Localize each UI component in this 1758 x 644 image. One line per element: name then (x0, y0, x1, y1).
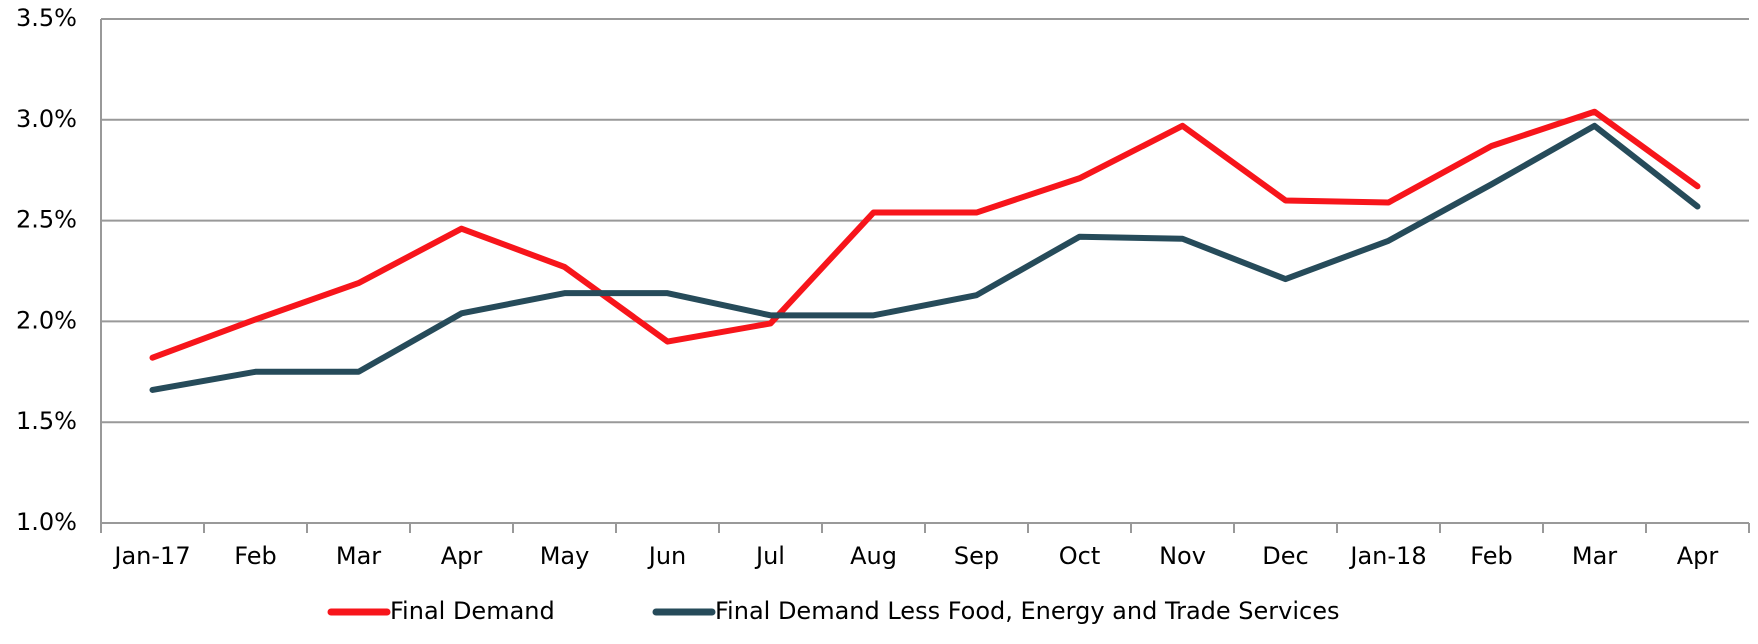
x-tick-label: Sep (954, 542, 999, 570)
x-tick-label: Apr (441, 542, 483, 570)
x-tick-label: Feb (1470, 542, 1513, 570)
x-tick-label: Nov (1159, 542, 1206, 570)
x-tick-label: Feb (234, 542, 277, 570)
x-tick-label: Jun (647, 542, 687, 570)
y-tick-label: 3.0% (16, 105, 77, 133)
x-tick-label: Jan-17 (112, 542, 190, 570)
y-tick-label: 2.5% (16, 206, 77, 234)
x-tick-label: Apr (1677, 542, 1719, 570)
y-tick-label: 1.5% (16, 407, 77, 435)
x-tick-label: May (540, 542, 590, 570)
y-tick-label: 3.5% (16, 4, 77, 32)
y-tick-label: 2.0% (16, 306, 77, 334)
x-tick-label: Dec (1262, 542, 1308, 570)
x-tick-label: Jul (754, 542, 785, 570)
y-tick-label: 1.0% (16, 508, 77, 536)
x-tick-label: Mar (336, 542, 381, 570)
legend-label: Final Demand Less Food, Energy and Trade… (715, 597, 1339, 625)
series-line (149, 108, 1701, 361)
x-tick-label: Oct (1059, 542, 1101, 570)
series-line (149, 122, 1701, 393)
x-tick-label: Aug (850, 542, 897, 570)
x-tick-label: Mar (1572, 542, 1617, 570)
x-tick-label: Jan-18 (1348, 542, 1426, 570)
legend-label: Final Demand (390, 597, 555, 625)
